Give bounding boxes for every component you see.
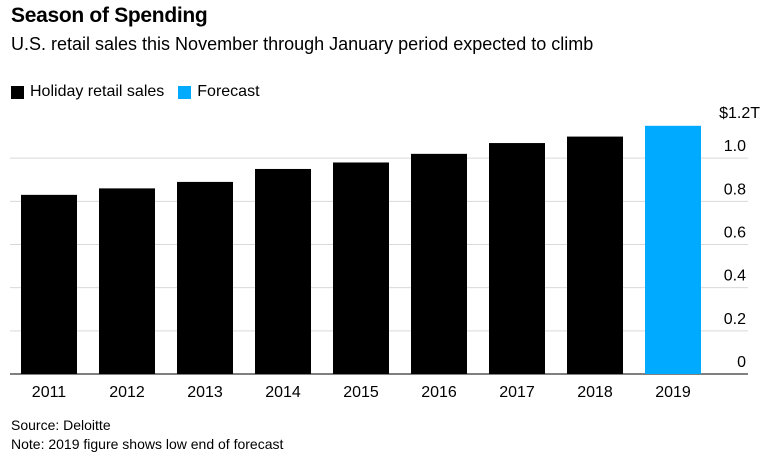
footer: Source: Deloitte Note: 2019 figure shows… <box>11 416 283 454</box>
x-tick-label: 2018 <box>577 384 613 401</box>
bar-2013 <box>177 181 233 374</box>
y-tick-label: 0.6 <box>724 225 746 242</box>
y-axis-unit-label: $1.2T <box>719 105 760 122</box>
legend-item-forecast: Forecast <box>178 83 260 101</box>
x-tick-label: 2012 <box>109 384 145 401</box>
source-note: Source: Deloitte <box>11 417 111 433</box>
legend-label-actual: Holiday retail sales <box>30 83 165 100</box>
x-tick-label: 2014 <box>265 384 301 401</box>
bar-2019 <box>645 125 701 375</box>
bar-2011 <box>21 194 77 374</box>
chart-title: Season of Spending <box>11 4 208 27</box>
y-tick-label: 1.0 <box>724 138 746 155</box>
y-tick-label: 0.8 <box>724 181 746 198</box>
footnote: Note: 2019 figure shows low end of forec… <box>11 436 284 452</box>
legend: Holiday retail sales Forecast <box>11 83 274 101</box>
x-tick-label: 2015 <box>343 384 379 401</box>
bar-2016 <box>411 153 467 374</box>
x-tick-label: 2017 <box>499 384 535 401</box>
y-tick-label: 0.2 <box>724 311 746 328</box>
y-tick-label: 0.4 <box>724 268 746 285</box>
legend-swatch-forecast <box>178 85 192 99</box>
bar-2012 <box>99 188 155 374</box>
y-tick-label: 0 <box>737 354 746 371</box>
x-tick-label: 2019 <box>655 384 691 401</box>
legend-item-actual: Holiday retail sales <box>11 83 164 101</box>
x-tick-label: 2016 <box>421 384 457 401</box>
x-tick-label: 2013 <box>187 384 223 401</box>
bar-2014 <box>255 168 311 374</box>
chart-subtitle: U.S. retail sales this November through … <box>11 34 594 54</box>
x-tick-label: 2011 <box>32 384 67 401</box>
bar-2015 <box>333 162 389 374</box>
legend-swatch-actual <box>11 85 24 99</box>
bar-2017 <box>489 143 545 374</box>
legend-label-forecast: Forecast <box>197 83 260 100</box>
bar-2018 <box>567 136 623 374</box>
